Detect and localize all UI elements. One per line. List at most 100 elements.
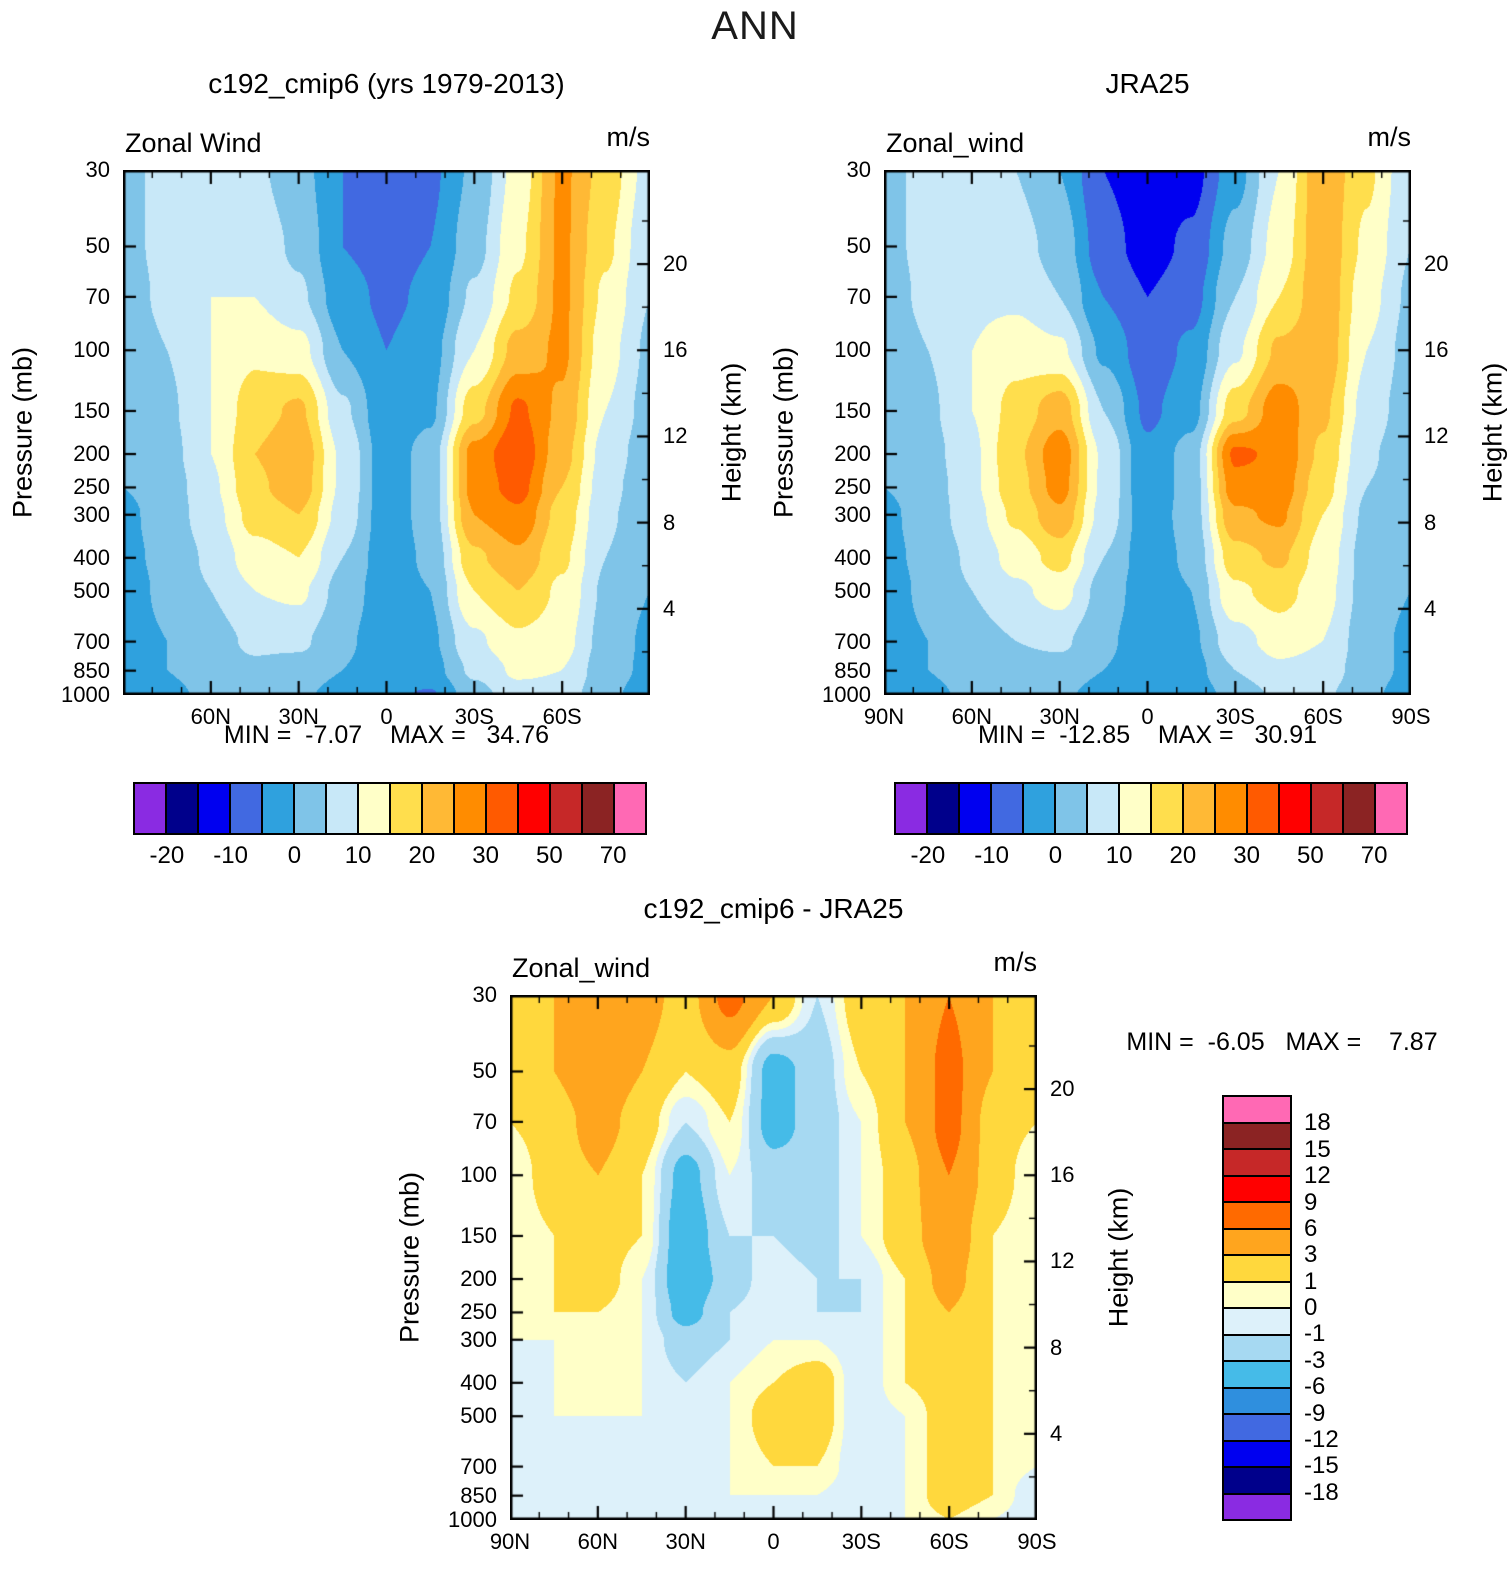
latitude-tick-label: 90N — [863, 704, 905, 729]
pressure-tick-label: 250 — [460, 1299, 497, 1325]
pressure-tick-label: 1000 — [61, 682, 110, 707]
colorbar-cell — [615, 784, 645, 833]
colorbar-cell — [551, 784, 583, 833]
latitude-tick-label: 60S — [542, 704, 582, 729]
colorbar — [1222, 1095, 1292, 1521]
colorbar-cell — [1312, 784, 1344, 833]
latitude-tick-label: 0 — [767, 1529, 780, 1554]
colorbar-cell — [1280, 784, 1312, 833]
colorbar-cell — [1152, 784, 1184, 833]
pressure-tick-label: 100 — [73, 337, 110, 363]
colorbar-tick-label: -1 — [1304, 1320, 1326, 1348]
latitude-tick-label: 30S — [841, 1529, 881, 1554]
pressure-tick-label: 500 — [73, 578, 110, 604]
colorbar-cell — [1376, 784, 1406, 833]
contour-plot-model — [123, 170, 650, 695]
pressure-tick-label: 500 — [460, 1403, 497, 1429]
pressure-axis-label: Pressure (mb) — [768, 346, 799, 518]
pressure-tick-label: 200 — [73, 441, 110, 467]
colorbar-tick-label: 0 — [1048, 842, 1063, 869]
latitude-tick-label: 60S — [929, 1529, 969, 1554]
units-label: m/s — [993, 947, 1038, 977]
colorbar-cell — [1224, 1415, 1290, 1442]
colorbar-cell — [583, 784, 615, 833]
height-tick-label: 4 — [1050, 1420, 1063, 1446]
colorbar-cell — [199, 784, 231, 833]
field-label: Zonal_wind — [512, 953, 651, 983]
pressure-tick-label: 50 — [846, 233, 871, 259]
pressure-tick-label: 30 — [85, 157, 110, 182]
latitude-tick-label: 90S — [1017, 1529, 1057, 1554]
latitude-tick-label: 90S — [1391, 704, 1431, 729]
pressure-tick-label: 250 — [73, 474, 110, 500]
colorbar-tick-label: 3 — [1304, 1241, 1318, 1269]
panel-title: JRA25 — [1105, 68, 1190, 99]
colorbar-cell — [327, 784, 359, 833]
colorbar-tick-label: 30 — [472, 842, 499, 869]
pressure-tick-label: 300 — [834, 501, 871, 527]
latitude-tick-label: 60N — [577, 1529, 618, 1554]
height-tick-label: 20 — [663, 251, 688, 277]
colorbar-cell — [391, 784, 423, 833]
colorbar-cell — [1224, 1256, 1290, 1283]
pressure-tick-label: 300 — [73, 501, 110, 527]
units-label: m/s — [1367, 122, 1412, 152]
colorbar-cell — [896, 784, 928, 833]
colorbar-tick-label: 20 — [408, 842, 436, 869]
latitude-tick-label: 30N — [278, 704, 319, 729]
height-tick-label: 12 — [1424, 423, 1449, 449]
colorbar-tick-label: 9 — [1304, 1188, 1318, 1216]
colorbar-tick-label: 30 — [1233, 842, 1260, 869]
colorbar-cell — [487, 784, 519, 833]
height-tick-label: 8 — [1050, 1334, 1063, 1360]
colorbar-tick-label: -12 — [1304, 1425, 1339, 1453]
height-tick-label: 8 — [1424, 509, 1437, 535]
colorbar-cell — [1224, 1150, 1290, 1177]
height-tick-label: 20 — [1424, 251, 1449, 277]
colorbar-cell — [519, 784, 551, 833]
colorbar-cell — [1224, 1309, 1290, 1336]
pressure-tick-label: 70 — [472, 1108, 497, 1134]
latitude-tick-label: 90N — [489, 1529, 531, 1554]
colorbar-cell — [1216, 784, 1248, 833]
colorbar-cell — [1088, 784, 1120, 833]
panel-title: c192_cmip6 (yrs 1979-2013) — [208, 68, 565, 99]
pressure-tick-label: 150 — [73, 397, 110, 423]
pressure-tick-label: 200 — [460, 1266, 497, 1292]
contour-plot-jra25 — [884, 170, 1411, 695]
colorbar — [133, 782, 647, 835]
latitude-tick-label: 0 — [1141, 704, 1154, 729]
colorbar-cell — [1224, 1229, 1290, 1256]
latitude-tick-label: 30N — [1039, 704, 1080, 729]
colorbar-cell — [263, 784, 295, 833]
colorbar-cell — [423, 784, 455, 833]
min-max-stats: MIN = -12.85 MAX = 30.91 — [977, 721, 1318, 749]
colorbar-tick-label: -20 — [910, 842, 946, 869]
colorbar-cell — [167, 784, 199, 833]
pressure-tick-label: 30 — [472, 982, 497, 1007]
colorbar-cell — [231, 784, 263, 833]
colorbar-cell — [1056, 784, 1088, 833]
contour-plot-difference — [510, 995, 1037, 1520]
pressure-tick-label: 400 — [834, 544, 871, 570]
units-label: m/s — [606, 122, 651, 152]
pressure-tick-label: 300 — [460, 1326, 497, 1352]
colorbar-cell — [1224, 1335, 1290, 1362]
pressure-tick-label: 1000 — [448, 1507, 497, 1532]
colorbar-tick-label: 0 — [1304, 1294, 1318, 1321]
colorbar-tick-label: 6 — [1304, 1214, 1318, 1242]
pressure-tick-label: 70 — [85, 283, 110, 309]
colorbar-cell — [1224, 1176, 1290, 1203]
pressure-tick-label: 1000 — [822, 682, 871, 707]
pressure-axis-label: Pressure (mb) — [7, 346, 38, 518]
colorbar-tick-label: 12 — [1304, 1162, 1331, 1190]
pressure-tick-label: 30 — [846, 157, 871, 182]
colorbar — [894, 782, 1408, 835]
colorbar-cell — [359, 784, 391, 833]
pressure-tick-label: 500 — [834, 578, 871, 604]
colorbar-tick-label: -6 — [1304, 1373, 1326, 1401]
colorbar-tick-label: -18 — [1304, 1478, 1339, 1506]
colorbar-cell — [295, 784, 327, 833]
latitude-tick-label: 60N — [190, 704, 231, 729]
colorbar-cell — [1120, 784, 1152, 833]
